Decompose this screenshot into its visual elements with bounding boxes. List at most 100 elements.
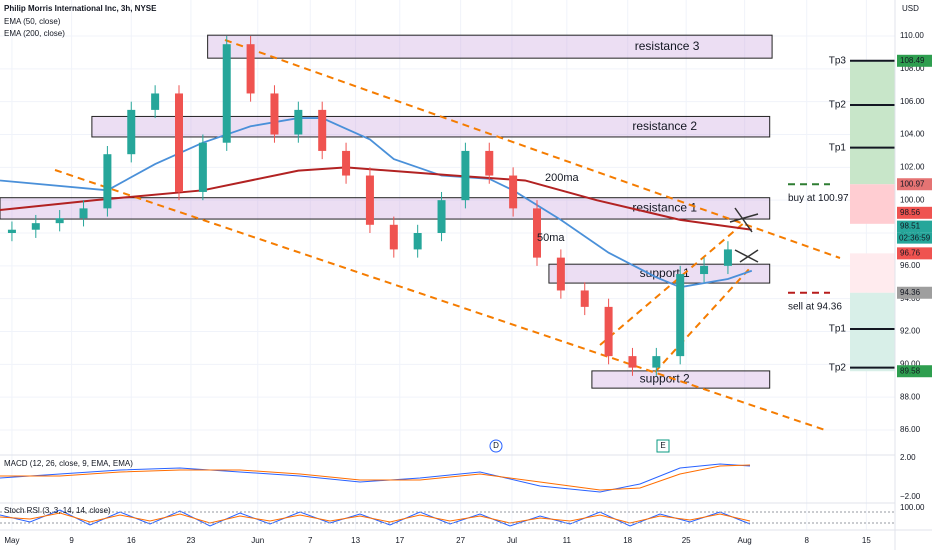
price-label-box xyxy=(897,365,932,378)
position-boxes: Tp3 Tp2 Tp1 Tp1 Tp2 xyxy=(829,55,895,373)
y-tick-label: 96.00 xyxy=(900,261,921,270)
candle-body xyxy=(700,265,709,275)
event-icon[interactable] xyxy=(489,439,503,453)
price-label-box xyxy=(897,54,932,67)
ma-label: 200ma xyxy=(545,172,580,184)
x-tick-label: 7 xyxy=(308,536,313,545)
countdown: 02:36:59 xyxy=(899,234,931,243)
trend-line xyxy=(54,169,826,431)
candle-body xyxy=(389,224,398,250)
candle-body xyxy=(55,218,64,224)
candle-body xyxy=(127,109,136,155)
y-tick-label: 86.00 xyxy=(900,425,921,434)
target-label: Tp2 xyxy=(829,100,847,111)
candle-body xyxy=(222,44,231,143)
price-label-box xyxy=(897,206,932,219)
cross-line xyxy=(734,249,759,263)
currency: USD xyxy=(902,4,919,13)
annotations: 50ma 200ma buy at 100.97 sell at 94.36 xyxy=(537,172,849,312)
candle-body xyxy=(79,208,88,219)
candle-body xyxy=(556,257,565,291)
candle-body xyxy=(365,175,374,225)
signal-line xyxy=(0,464,751,491)
zone xyxy=(548,263,771,284)
grid xyxy=(0,0,895,530)
pane-tick: −2.00 xyxy=(900,492,921,501)
candle-body xyxy=(509,175,518,209)
y-tick-label: 90.00 xyxy=(900,359,921,368)
x-tick-label: 16 xyxy=(127,536,136,545)
position-box xyxy=(850,184,895,224)
candle-body xyxy=(413,233,422,250)
candle-body xyxy=(198,142,207,192)
target-label: Tp3 xyxy=(829,55,847,66)
price-label: 108.49 xyxy=(900,56,925,65)
price-label: 89.58 xyxy=(900,366,921,375)
x-tick-label: 9 xyxy=(69,536,74,545)
y-tick-label: 102.00 xyxy=(900,162,925,171)
x-tick-label: 18 xyxy=(623,536,632,545)
zone xyxy=(591,370,771,389)
zones: resistance 3 resistance 2 resistance 1 supp… xyxy=(0,34,773,389)
y-tick-label: 106.00 xyxy=(900,97,925,106)
candle-body xyxy=(628,356,637,368)
zone-label: support 2 xyxy=(640,372,690,386)
event-icon[interactable] xyxy=(656,439,670,453)
candle-body xyxy=(342,150,351,176)
pane-title: MACD (12, 26, close, 9, EMA, EMA) xyxy=(4,459,133,468)
moving-averages xyxy=(0,117,753,289)
cross-line xyxy=(734,207,753,233)
candle-body xyxy=(294,109,303,135)
zone-label: resistance 2 xyxy=(632,119,697,133)
target-label: Tp2 xyxy=(829,362,847,373)
countdown-box xyxy=(897,232,932,244)
position-box xyxy=(850,292,895,372)
candle-body xyxy=(151,93,160,110)
price-label-box xyxy=(897,178,932,191)
price-label: 94.36 xyxy=(900,288,921,297)
cross-line xyxy=(739,249,759,263)
price-label: 100.97 xyxy=(900,179,925,188)
position-box xyxy=(850,253,895,293)
ma-label: 50ma xyxy=(537,232,565,244)
x-tick-label: 23 xyxy=(186,536,195,545)
zone xyxy=(0,197,771,220)
candle-body xyxy=(7,229,16,233)
x-tick-label: 8 xyxy=(804,536,809,545)
candle-body xyxy=(533,208,541,258)
zone-label: resistance 1 xyxy=(632,201,697,215)
cross-line xyxy=(729,213,759,223)
event-label[interactable]: E xyxy=(660,441,665,450)
candle-body xyxy=(580,290,589,307)
candle-body xyxy=(246,44,255,94)
candle-body xyxy=(270,93,279,135)
price-label: 96.76 xyxy=(900,248,921,257)
y-tick-label: 88.00 xyxy=(900,392,921,401)
candle-body xyxy=(175,93,183,192)
ma-line xyxy=(0,166,752,231)
macd-line xyxy=(0,463,751,493)
candle-body xyxy=(676,274,685,357)
stoch-d xyxy=(0,512,751,524)
x-tick-label: 11 xyxy=(563,536,572,545)
candle-body xyxy=(318,109,327,151)
event-label[interactable]: D xyxy=(493,441,499,450)
position-box xyxy=(850,60,895,185)
pane-tick: 2.00 xyxy=(900,453,916,462)
price-label-box xyxy=(897,286,932,299)
y-tick-label: 100.00 xyxy=(900,195,925,204)
x-tick-label: May xyxy=(4,536,19,545)
x-tick-label: 27 xyxy=(456,536,465,545)
cross-marks xyxy=(729,207,759,263)
candle-body xyxy=(31,223,40,230)
target-label: Tp1 xyxy=(829,142,847,153)
pane-tick: 100.00 xyxy=(900,503,925,512)
zone-label: resistance 3 xyxy=(635,39,700,53)
candles xyxy=(7,36,732,376)
ma-line xyxy=(0,117,753,289)
candle-body xyxy=(652,356,661,368)
axes: 110.00108.00106.00104.00102.00100.0098.0… xyxy=(4,31,932,545)
indicator-label: EMA (200, close) xyxy=(4,29,65,38)
price-label-box xyxy=(897,220,932,233)
